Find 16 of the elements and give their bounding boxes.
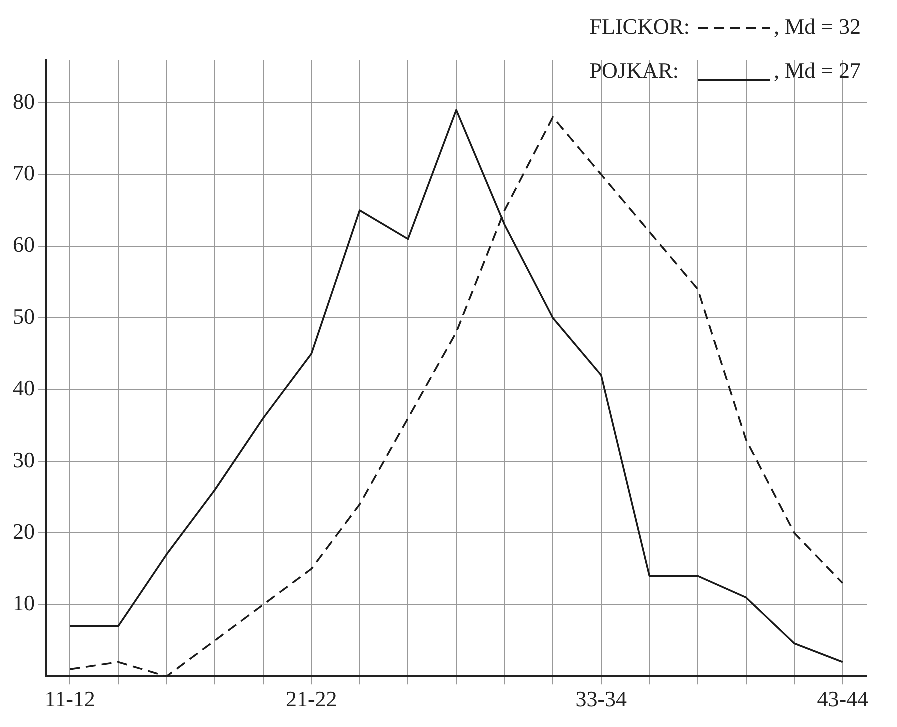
y-tick-label: 30 (13, 447, 35, 472)
y-tick-label: 10 (13, 590, 35, 616)
text: , Md = 32 (774, 14, 861, 39)
x-tick-label: 33-34 (576, 686, 628, 712)
y-tick-label: 70 (13, 160, 35, 186)
y-tick-label: 60 (13, 232, 35, 258)
x-tick-label: 11-12 (44, 686, 96, 712)
annotation: , Md = 27 (774, 58, 861, 83)
y-tick-label: 40 (13, 376, 35, 401)
y-tick-label: 20 (13, 518, 35, 544)
legend-label: POJKAR: (590, 58, 680, 83)
x-tick-label: 43-44 (817, 686, 869, 712)
y-tick-label: 80 (13, 88, 35, 114)
x-tick-label: 21-22 (286, 686, 338, 712)
y-tick-label: 50 (13, 304, 35, 329)
legend-label: FLICKOR: (590, 14, 690, 39)
